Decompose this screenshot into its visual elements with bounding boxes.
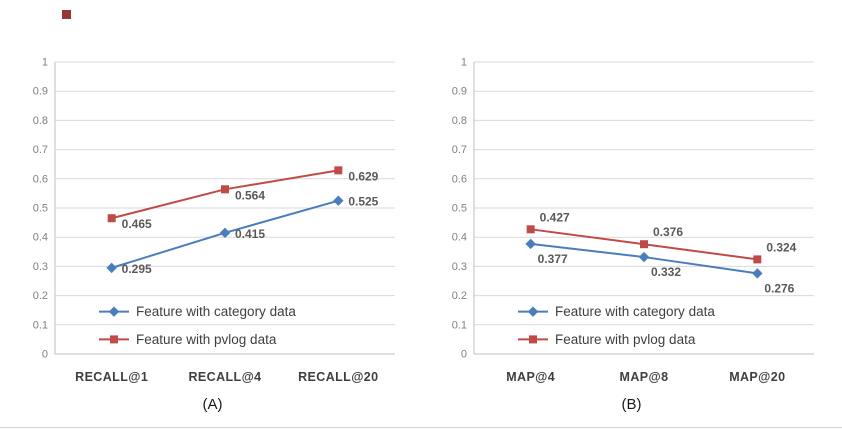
legend-item: Feature with category data [99,304,296,319]
y-tick-label: 0.3 [452,261,467,273]
chart-a-caption: (A) [202,396,223,413]
data-point-marker [333,195,344,206]
data-label: 0.629 [348,169,378,183]
legend-label: Feature with pvlog data [555,332,696,347]
legend-marker-icon [108,306,120,317]
legend-item: Feature with category data [518,304,715,319]
legend-label: Feature with pvlog data [136,332,277,347]
x-category-label: RECALL@20 [298,370,378,384]
chart-svg: 0 0.1 0.2 0.3 0.4 0.5 0.6 0.7 0.8 0.9 1 MAP@4 MAP@8 M… [452,57,814,384]
y-tick-label: 1 [461,57,467,69]
legend-marker-icon [529,335,537,344]
data-point-marker [526,225,535,234]
data-label: 0.525 [348,195,378,209]
red-square-bullet-icon [62,10,71,19]
legend-label: Feature with category data [555,304,715,319]
data-point-marker [638,251,650,263]
chart-b-caption: (B) [621,396,642,413]
y-tick-label: 0 [461,349,467,361]
charts-row: 0 0.1 0.2 0.3 0.4 0.5 0.6 0.7 0.8 0.9 1 RECALL@1 REC… [12,42,832,413]
chart-a: 0 0.1 0.2 0.3 0.4 0.5 0.6 0.7 0.8 0.9 1 RECALL@1 REC… [12,42,413,413]
data-point-marker [752,268,763,279]
y-tick-label: 0.7 [33,144,48,156]
x-category-label: MAP@20 [729,370,785,384]
data-point-marker [219,227,231,239]
legend-marker-icon [527,306,539,317]
bottom-divider [0,427,842,428]
x-category-label: MAP@8 [620,370,669,384]
y-tick-label: 0.8 [452,115,467,127]
data-label: 0.427 [540,210,570,224]
legend-label: Feature with category data [136,304,296,319]
data-label: 0.332 [651,265,681,279]
data-point-marker [106,262,117,274]
data-point-marker [107,214,116,223]
data-label: 0.465 [122,217,152,231]
y-tick-label: 0.4 [33,232,48,244]
data-label: 0.324 [766,240,796,254]
y-tick-label: 0.9 [452,86,467,98]
y-tick-label: 0 [42,349,48,361]
data-point-marker [334,166,343,175]
y-tick-label: 0.5 [452,203,467,215]
y-tick-label: 0.5 [33,203,48,215]
y-tick-label: 0.1 [33,319,48,331]
y-tick-label: 0.2 [452,290,467,302]
data-point-marker [221,185,229,194]
data-label: 0.377 [538,252,568,266]
data-label: 0.564 [235,188,265,202]
y-tick-label: 0.1 [452,319,467,331]
y-tick-label: 0.4 [452,232,467,244]
y-tick-label: 1 [42,57,48,69]
data-label: 0.376 [653,225,683,239]
legend-marker-icon [110,335,118,344]
legend-item: Feature with pvlog data [99,332,277,347]
y-tick-label: 0.6 [452,173,467,185]
y-tick-label: 0.8 [33,115,48,127]
data-point-marker [640,240,648,249]
y-tick-label: 0.6 [33,173,48,185]
data-point-marker [525,238,536,250]
legend-item: Feature with pvlog data [518,332,696,347]
x-category-label: MAP@4 [506,370,555,384]
data-label: 0.295 [122,262,152,276]
chart-b-plot: 0 0.1 0.2 0.3 0.4 0.5 0.6 0.7 0.8 0.9 1 MAP@4 MAP@8 M… [431,42,832,394]
x-category-label: RECALL@1 [75,370,148,384]
chart-b: 0 0.1 0.2 0.3 0.4 0.5 0.6 0.7 0.8 0.9 1 MAP@4 MAP@8 M… [431,42,832,413]
y-tick-label: 0.3 [33,261,48,273]
data-label: 0.415 [235,227,265,241]
y-tick-label: 0.7 [452,144,467,156]
y-tick-label: 0.2 [33,290,48,302]
x-category-label: RECALL@4 [188,370,261,384]
data-label: 0.276 [764,281,794,295]
y-tick-label: 0.9 [33,86,48,98]
chart-svg: 0 0.1 0.2 0.3 0.4 0.5 0.6 0.7 0.8 0.9 1 RECALL@1 REC… [33,57,395,384]
data-point-marker [753,255,762,264]
chart-a-plot: 0 0.1 0.2 0.3 0.4 0.5 0.6 0.7 0.8 0.9 1 RECALL@1 REC… [12,42,413,394]
